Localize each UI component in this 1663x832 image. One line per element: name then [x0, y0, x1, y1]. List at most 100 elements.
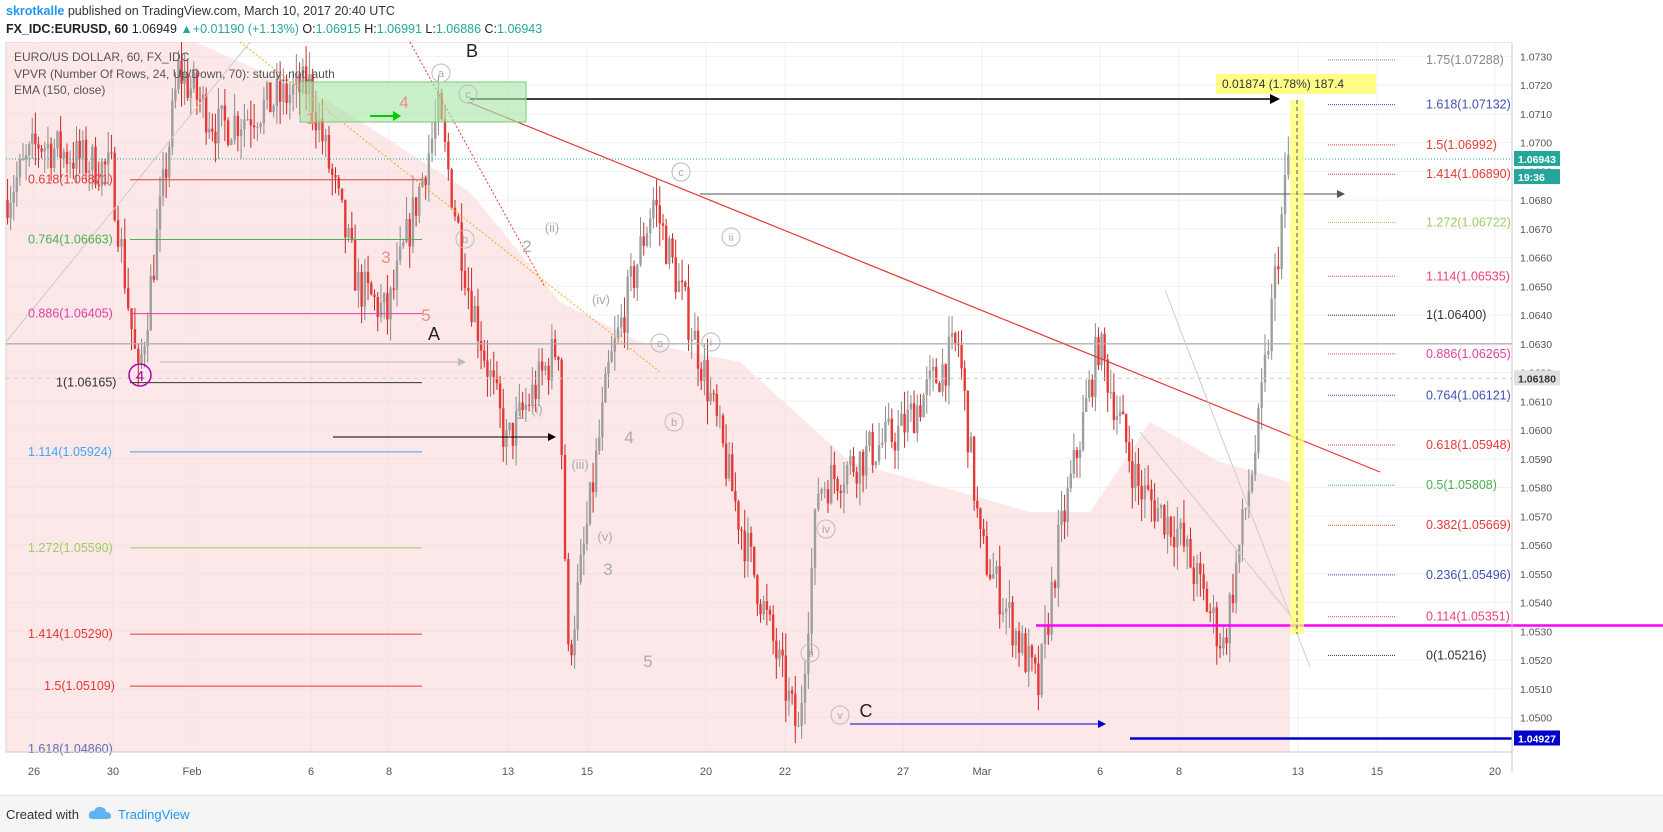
wave-circle-label: iii	[806, 648, 813, 660]
chart-area[interactable]: 0.01874 (1.78%) 187.4 0.618(1.06871) 0.76…	[0, 42, 1663, 795]
candle-down	[116, 220, 120, 247]
candle-up	[1166, 516, 1169, 535]
candle-down	[734, 491, 737, 502]
candle-down	[470, 290, 473, 322]
candle-down	[37, 144, 40, 149]
candle-down	[350, 227, 354, 239]
candle-down	[180, 60, 183, 84]
candle-up	[1283, 174, 1287, 215]
legend-ema[interactable]: EMA (150, close)	[14, 83, 105, 97]
candle-up	[183, 73, 186, 84]
candle-up	[1280, 214, 1283, 270]
candle-up	[1143, 485, 1147, 500]
up-arrow-icon: ▲	[180, 22, 193, 36]
candle-up	[262, 99, 266, 124]
candle-down	[706, 360, 709, 402]
author-link[interactable]: skrotkalle	[6, 4, 65, 18]
candle-up	[1179, 522, 1182, 529]
candle-down	[684, 282, 687, 288]
x-tick-label: 8	[386, 766, 392, 778]
candle-down	[113, 152, 116, 221]
wave-circle-label: v	[837, 710, 843, 722]
candle-up	[1004, 608, 1008, 613]
wave-label: (iii)	[571, 457, 588, 472]
candle-up	[398, 246, 402, 261]
candle-up	[363, 271, 367, 307]
right-fib-label: 0.5(1.05808)	[1426, 478, 1497, 492]
wave-label: 4	[624, 428, 633, 447]
candle-down	[1091, 379, 1094, 397]
wave-circle-icon	[721, 227, 741, 247]
ohlc-line: FX_IDC:EURUSD, 60 1.06949 ▲+0.01190 (+1.…	[6, 22, 542, 36]
candle-up	[31, 133, 34, 145]
candle-up	[1228, 594, 1231, 644]
legend-vpvr[interactable]: VPVR (Number Of Rows, 24, Up/Down, 70): …	[14, 67, 335, 81]
candle-up	[703, 360, 706, 381]
candle-down	[1189, 538, 1192, 568]
y-tick-label: 1.0540	[1520, 598, 1552, 610]
candle-down	[919, 405, 922, 418]
close-label: C:	[484, 22, 498, 36]
right-fib-label: 0(1.05216)	[1426, 648, 1486, 662]
green-zone[interactable]	[299, 81, 527, 123]
red-dotted-line[interactable]	[409, 42, 546, 288]
wave-labels-layer: B A C 1 4 3 5 2 1 4 3 5 (ii) (iv) (i) (iii) (v) a c b c ii a i b…	[128, 42, 873, 725]
candle-up	[91, 146, 94, 171]
wave-circle-icon	[830, 705, 850, 725]
candle-up	[881, 442, 884, 446]
candle-up	[158, 196, 162, 230]
wave-circle-label: 4	[136, 368, 144, 385]
candle-down	[370, 283, 373, 295]
candle-down	[223, 105, 227, 121]
wave-circle-label: a	[438, 68, 445, 80]
candle-down	[353, 238, 357, 291]
candle-up	[1195, 563, 1199, 585]
candle-down	[721, 415, 725, 444]
candle-up	[645, 233, 649, 246]
candle-up	[620, 317, 623, 328]
candle-down	[743, 530, 746, 562]
candle-up	[969, 436, 973, 453]
candle-down	[1182, 522, 1186, 547]
candle-down	[976, 500, 979, 509]
tradingview-link[interactable]: TradingView	[118, 807, 190, 822]
candle-up	[1222, 637, 1225, 649]
candle-down	[1172, 537, 1176, 548]
candle-up	[291, 85, 295, 95]
price-badge	[1514, 169, 1560, 185]
price-chart[interactable]: 0.01874 (1.78%) 187.4 0.618(1.06871) 0.76…	[0, 42, 1663, 795]
wave-circle-icon	[816, 519, 836, 539]
drawings-layer: 0.01874 (1.78%) 187.4	[5, 42, 1663, 740]
candle-down	[502, 408, 505, 447]
y-tick-label: 1.0510	[1520, 684, 1552, 696]
candle-up	[800, 702, 803, 726]
legend-layer: EURO/US DOLLAR, 60, FX_IDC VPVR (Number …	[14, 50, 335, 97]
candle-up	[155, 229, 159, 280]
y-tick-label: 1.0670	[1520, 224, 1552, 236]
candle-up	[718, 415, 722, 417]
candle-up	[1260, 382, 1263, 408]
candle-down	[84, 139, 88, 173]
y-tick-label: 1.0550	[1520, 569, 1552, 581]
red-trendline[interactable]	[467, 101, 1381, 473]
arrow-head-icon	[393, 111, 401, 121]
candle-up	[1186, 538, 1189, 547]
wave-circle-label: c	[678, 167, 684, 179]
candle-up	[803, 673, 807, 703]
candle-down	[1150, 489, 1153, 501]
y-tick-label: 1.0720	[1520, 80, 1552, 92]
candle-down	[1218, 646, 1222, 649]
wave-circle-icon	[431, 63, 451, 83]
candle-down	[661, 223, 665, 226]
candle-up	[810, 567, 813, 634]
candle-up	[1078, 449, 1082, 458]
candle-down	[1153, 500, 1156, 522]
candle-down	[498, 383, 502, 409]
candle-down	[775, 640, 778, 659]
x-tick-label: 20	[1489, 766, 1501, 778]
candle-up	[174, 89, 177, 101]
candle-down	[386, 293, 389, 320]
candle-up	[395, 260, 399, 290]
candle-up	[18, 159, 22, 178]
candle-up	[505, 429, 508, 447]
